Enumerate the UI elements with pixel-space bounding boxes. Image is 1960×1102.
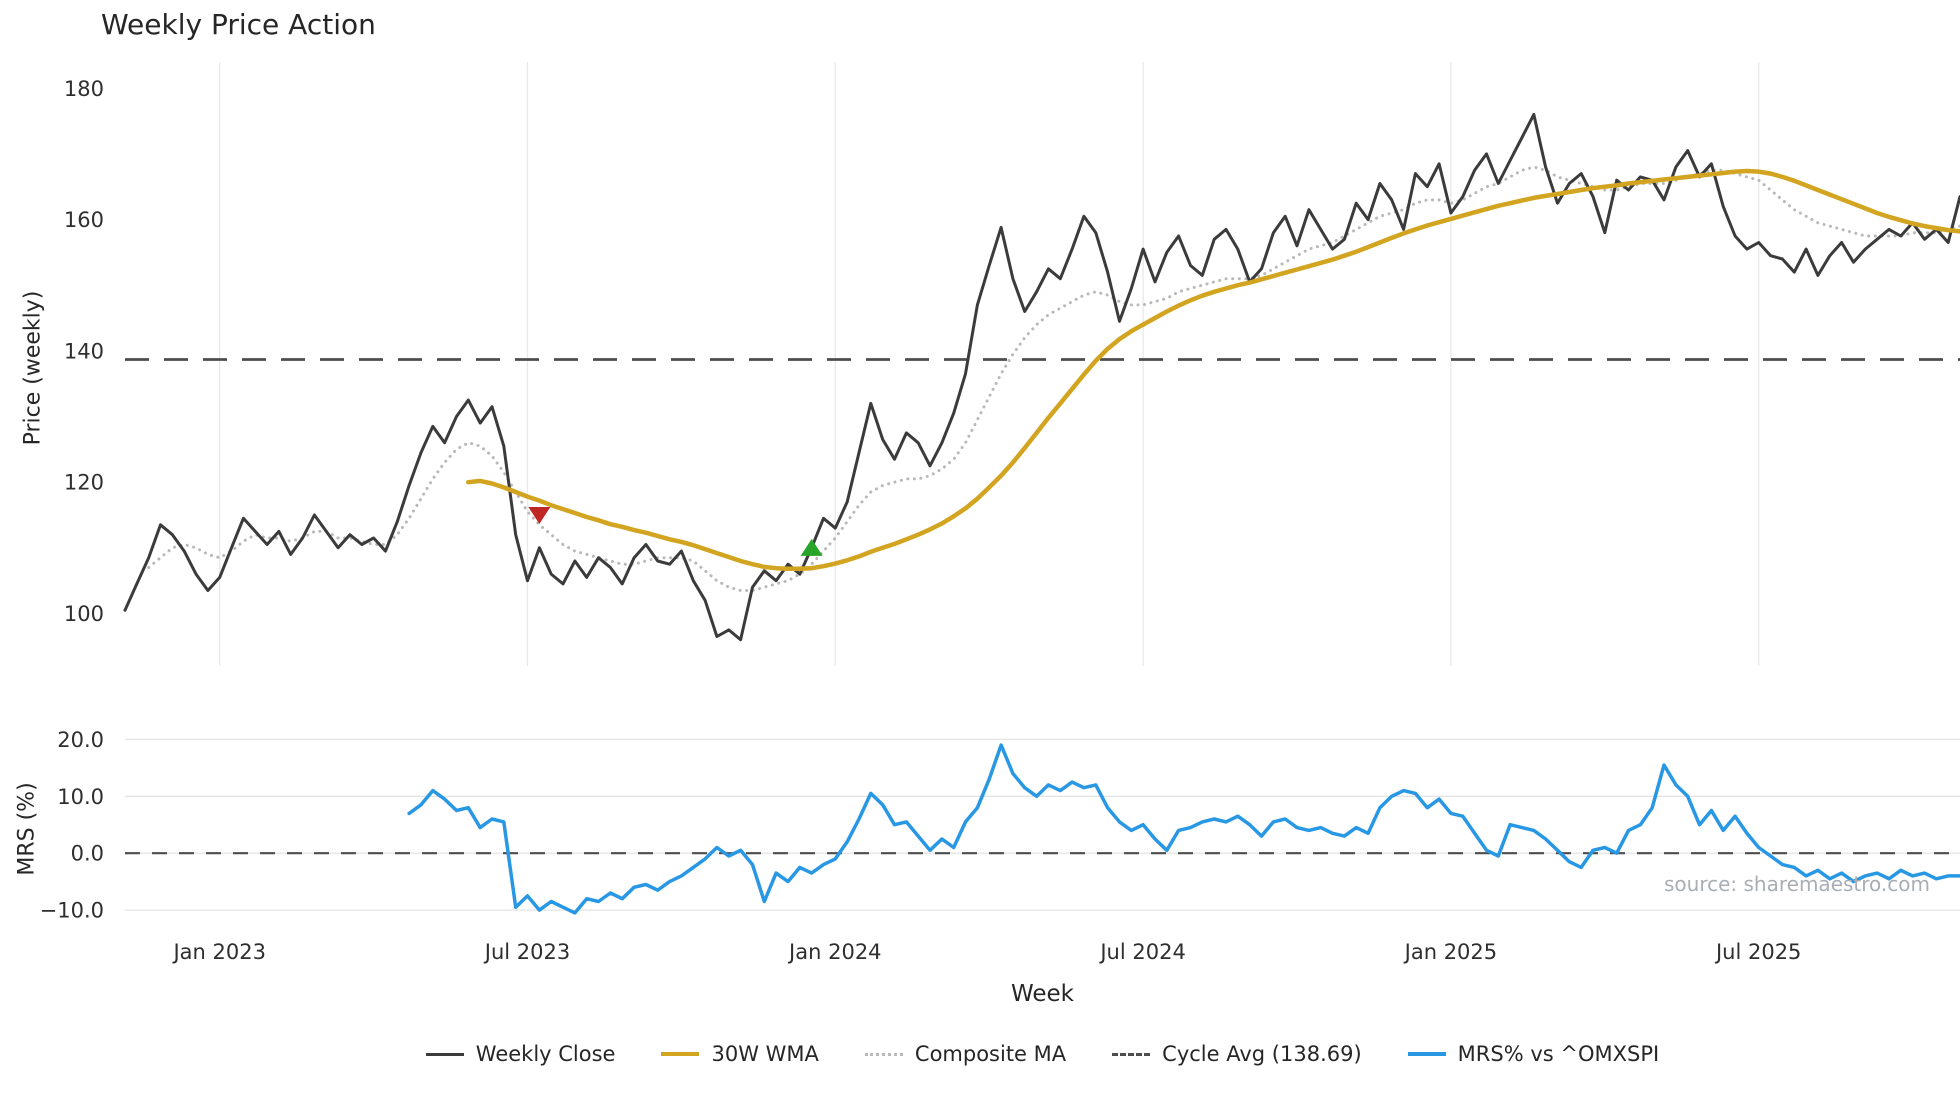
mrs-ytick-label: 0.0 (71, 842, 104, 866)
xtick-label: Jan 2025 (1403, 940, 1498, 964)
legend-item-composite-ma: Composite MA (864, 1042, 1067, 1066)
legend-item-mrs: MRS% vs ^OMXSPI (1407, 1042, 1660, 1066)
buy-signal-marker-icon (800, 538, 823, 556)
source-watermark: source: sharemaestro.com (1664, 872, 1930, 896)
legend-label-mrs: MRS% vs ^OMXSPI (1457, 1042, 1660, 1066)
weekly-close-line (123, 113, 1960, 642)
composite-ma-line-swatch (864, 1052, 903, 1056)
mrs-line (407, 743, 1960, 915)
mrs-axis-label: MRS (%) (14, 782, 40, 876)
xtick-label: Jul 2024 (1098, 940, 1185, 964)
xtick-label: Jan 2024 (787, 940, 882, 964)
weekly-close-line-swatch (425, 1052, 464, 1056)
legend: Weekly Close 30W WMA Composite MA Cycle … (125, 1042, 1960, 1066)
composite-ma-line (147, 165, 1960, 592)
price-ytick-label: 180 (64, 77, 104, 101)
xtick-label: Jan 2023 (171, 940, 266, 964)
price-ytick-label: 100 (64, 602, 104, 626)
legend-label-30w-wma: 30W WMA (711, 1042, 819, 1066)
mrs-ytick-label: 20.0 (57, 728, 104, 752)
price-ytick-label: 120 (64, 471, 104, 495)
xtick-label: Jul 2025 (1714, 940, 1801, 964)
legend-label-composite-ma: Composite MA (914, 1042, 1067, 1066)
chart-title: Weekly Price Action (101, 8, 376, 41)
wma-line-swatch (661, 1052, 700, 1056)
xtick-label: Jul 2023 (483, 940, 570, 964)
mrs-ytick-label: 10.0 (57, 785, 104, 809)
sell-signal-marker-icon (528, 507, 551, 524)
x-axis-label: Week (1010, 981, 1074, 1007)
price-ytick-label: 160 (64, 208, 104, 232)
legend-label-weekly-close: Weekly Close (475, 1042, 616, 1066)
price-axis-label: Price (weekly) (20, 290, 46, 446)
legend-item-weekly-close: Weekly Close (425, 1042, 616, 1066)
legend-item-30w-wma: 30W WMA (661, 1042, 819, 1066)
mrs-line-swatch (1407, 1052, 1446, 1056)
legend-item-cycle-avg: Cycle Avg (138.69) (1112, 1042, 1362, 1066)
legend-label-cycle-avg: Cycle Avg (138.69) (1162, 1042, 1362, 1066)
cycle-avg-line-swatch (1112, 1052, 1151, 1056)
price-ytick-label: 140 (64, 339, 104, 363)
mrs-ytick-label: −10.0 (40, 899, 104, 923)
wma-line (466, 168, 1960, 572)
